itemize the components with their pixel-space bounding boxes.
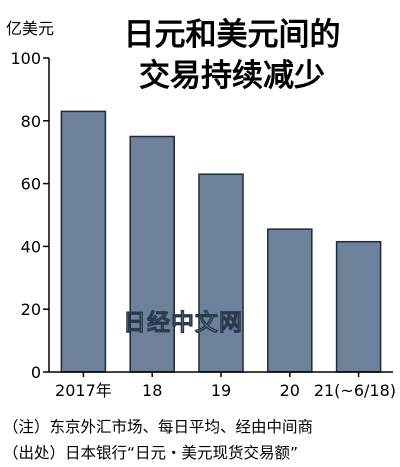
chart-title-line-2: 交易持续减少 (139, 58, 325, 94)
bar (60, 110, 107, 373)
source-line: （出处）日本银行“日元・美元现货交易额” (3, 444, 298, 462)
y-tick-label: 80 (21, 112, 41, 131)
y-tick-label: 100 (10, 49, 41, 68)
x-tick-label: 18 (142, 381, 162, 400)
y-tick-label: 60 (21, 175, 41, 194)
y-tick-label: 0 (31, 363, 41, 382)
y-tick-label: 40 (21, 237, 41, 256)
y-axis-ticks: 0 20 40 60 80 100 (10, 49, 49, 382)
bars (60, 110, 382, 373)
x-tick-label: 20 (280, 381, 300, 400)
y-tick-label: 20 (21, 300, 41, 319)
x-tick-label: 2017年 (55, 381, 112, 400)
note-line: （注）东京外汇市场、每日平均、经由中间商 (3, 418, 313, 436)
bar (335, 240, 382, 373)
bar (129, 135, 175, 373)
x-tick-label: 19 (211, 381, 231, 400)
watermark: 日经中文网 (123, 309, 243, 336)
chart-title-line-1: 日元和美元间的 (124, 17, 341, 53)
x-tick-label: 21(~6/18) (314, 381, 396, 400)
bar (267, 228, 313, 373)
x-axis-ticks: 2017年 18 19 20 21(~6/18) (55, 372, 396, 400)
y-axis-unit-label: 亿美元 (6, 19, 54, 38)
bar (198, 173, 244, 373)
